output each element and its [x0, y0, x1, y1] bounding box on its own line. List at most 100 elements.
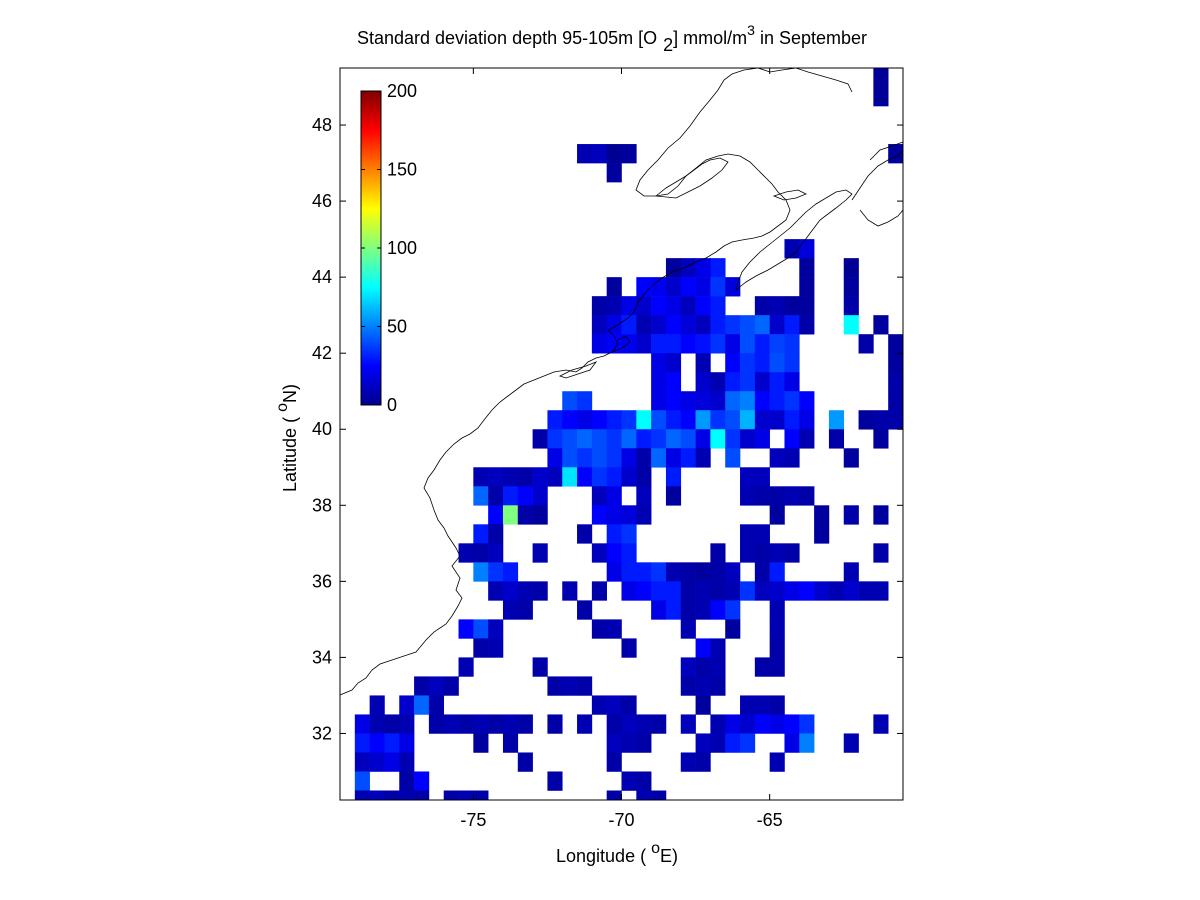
heatmap-cell [740, 695, 756, 715]
heatmap-cell [769, 410, 785, 430]
heatmap-cell [591, 429, 607, 449]
heatmap-cell [577, 714, 593, 734]
heatmap-cell [458, 543, 474, 563]
heatmap-cell [606, 448, 622, 468]
heatmap-cell [577, 600, 593, 620]
heatmap-cell [680, 581, 696, 601]
heatmap-cell [799, 714, 815, 734]
chart-title: Standard deviation depth 95-105m [O 2] mm… [357, 22, 867, 55]
heatmap-cell [606, 144, 622, 164]
heatmap-cell [710, 296, 726, 316]
heatmap-cell [695, 353, 711, 373]
heatmap-cell [591, 334, 607, 354]
heatmap-cell [799, 733, 815, 753]
y-tick-label: 44 [312, 267, 332, 287]
heatmap-cell [725, 600, 741, 620]
heatmap-cell [754, 581, 770, 601]
title-sup: 3 [747, 22, 755, 38]
heatmap-cell [606, 790, 622, 801]
heatmap-cell [740, 714, 756, 734]
heatmap-cell [680, 752, 696, 772]
x-tick-label: -75 [460, 810, 486, 830]
heatmap-cell [665, 486, 682, 506]
heatmap-cell [621, 733, 637, 753]
heatmap-cell [740, 353, 756, 373]
heatmap-cell [651, 429, 667, 449]
heatmap-cell [636, 334, 652, 354]
heatmap-cell [606, 695, 622, 715]
heatmap-cell [725, 315, 741, 335]
heatmap-cell [843, 581, 859, 601]
heatmap-cell [799, 258, 815, 278]
heatmap-cell [562, 429, 578, 449]
heatmap-cell [517, 467, 533, 487]
heatmap-cell [769, 353, 785, 373]
heatmap-cell [695, 581, 711, 601]
heatmap-cell [665, 581, 682, 601]
heatmap-cell [680, 429, 696, 449]
heatmap-cell [754, 353, 770, 373]
heatmap-cell [502, 600, 519, 620]
heatmap-cell [843, 448, 859, 468]
heatmap-cell [562, 581, 578, 601]
heatmap-cell [784, 543, 800, 563]
heatmap-cell [695, 600, 711, 620]
heatmap-cell [843, 315, 859, 335]
heatmap-cell [621, 543, 637, 563]
heatmap-cell [873, 581, 889, 601]
coastline-long-island [558, 361, 598, 379]
heatmap-cell [665, 410, 682, 430]
heatmap-cell [606, 429, 622, 449]
heatmap-cell [636, 790, 652, 801]
heatmap-cell [606, 524, 622, 544]
heatmap-cell [651, 296, 667, 316]
heatmap-cell [799, 410, 815, 430]
coastline [339, 67, 904, 696]
heatmap-cell [636, 733, 652, 753]
heatmap-cell [799, 391, 815, 411]
heatmap-cell [636, 562, 652, 582]
heatmap-cell [754, 695, 770, 715]
heatmap-cell [443, 790, 459, 801]
colorbar-tick-label: 0 [387, 395, 397, 415]
heatmap-cell [725, 429, 741, 449]
heatmap-cell [606, 315, 622, 335]
heatmap-cell [873, 429, 889, 449]
y-tick-label: 38 [312, 495, 332, 515]
heatmap-cell [695, 334, 711, 354]
heatmap-cell [591, 505, 607, 525]
heatmap-cell [769, 581, 785, 601]
coastline-cape-cod [611, 335, 631, 353]
coastline-nova-scotia [735, 189, 853, 292]
heatmap-cell [695, 277, 711, 297]
heatmap-cell [725, 619, 741, 639]
heatmap-cell [710, 600, 726, 620]
heatmap-cell [488, 562, 504, 582]
heatmap-cell [488, 505, 504, 525]
heatmap-cell [369, 790, 385, 801]
heatmap-cell [591, 410, 607, 430]
heatmap-cell [651, 277, 667, 297]
heatmap-cell [814, 524, 830, 544]
heatmap-cell [621, 448, 637, 468]
heatmap-cell [443, 676, 459, 696]
heatmap-cell [651, 600, 667, 620]
heatmap-cell [769, 391, 785, 411]
heatmap-cell [636, 296, 652, 316]
heatmap-cell [725, 448, 741, 468]
heatmap-cell [695, 638, 711, 658]
heatmap-cell [710, 733, 726, 753]
title-prefix: Standard deviation depth 95-105m [O [357, 28, 657, 48]
heatmap-cell [473, 486, 489, 506]
heatmap-cell [651, 581, 667, 601]
heatmap-cell [665, 315, 682, 335]
heatmap-cell [710, 391, 726, 411]
heatmap-cell [680, 619, 696, 639]
heatmap-cell [621, 429, 637, 449]
coastline-us-east [339, 67, 853, 696]
xlabel-pre: Longitude ( [556, 846, 651, 866]
heatmap-cell [888, 410, 904, 430]
heatmap-cell [621, 296, 637, 316]
heatmap-cell [562, 391, 578, 411]
heatmap-cell [665, 448, 682, 468]
